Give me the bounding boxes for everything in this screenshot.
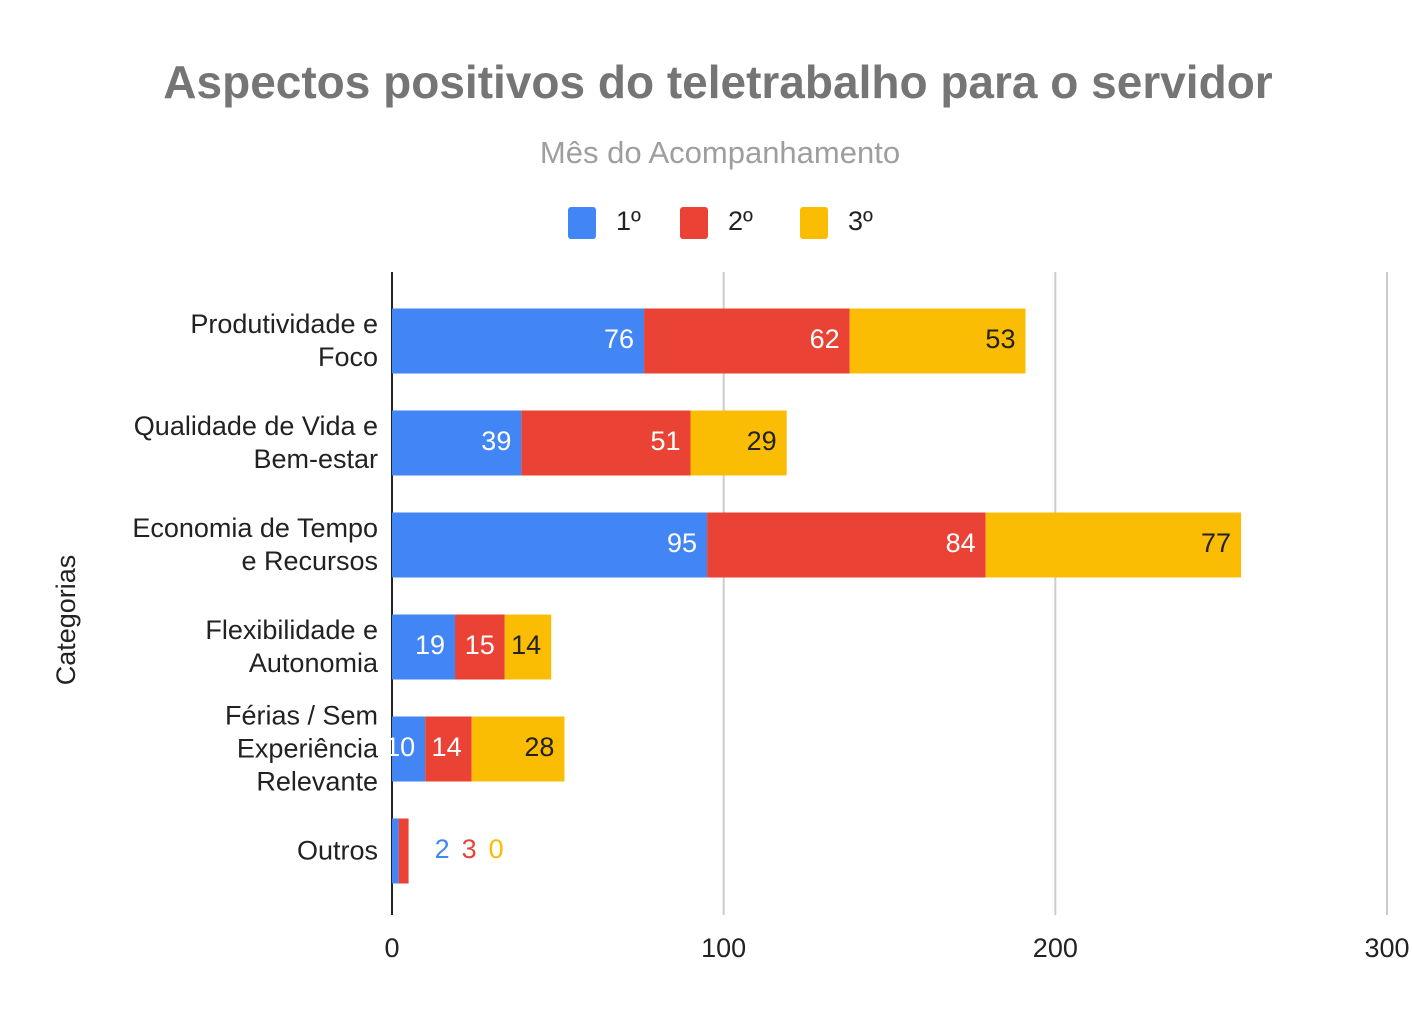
y-axis-title: Categorias: [51, 555, 81, 686]
data-label: 28: [524, 732, 554, 762]
bar-segment: [471, 716, 565, 782]
data-label: 3: [462, 834, 477, 864]
data-label: 62: [810, 324, 840, 354]
y-tick-label: Férias / Sem Experiência Relevante: [224, 700, 378, 797]
bar-segment: [392, 512, 708, 578]
data-label: 10: [385, 732, 415, 762]
bar-segment: [504, 614, 552, 680]
y-tick-label: Qualidade de Vida e Bem-estar: [133, 411, 378, 474]
data-label: 29: [747, 426, 777, 456]
legend-swatch: [680, 207, 708, 239]
y-tick-label: Flexibilidade e Autonomia: [205, 615, 378, 678]
y-tick-label: Outros: [296, 835, 378, 866]
data-label: 84: [946, 528, 976, 558]
data-label: 14: [432, 732, 462, 762]
bar-segment: [690, 410, 787, 476]
bar-segment: [849, 308, 1026, 374]
bar-segment: [707, 512, 986, 578]
y-tick-label: Economia de Tempo e Recursos: [132, 513, 378, 576]
legend-label: 2º: [728, 206, 753, 236]
x-tick-label: 200: [1033, 933, 1078, 963]
bar-segment: [985, 512, 1242, 578]
x-tick-label: 0: [384, 933, 399, 963]
legend-swatch: [800, 207, 828, 239]
legend-title: Mês do Acompanhamento: [540, 135, 900, 170]
data-label: 14: [511, 630, 541, 660]
bar-segment: [521, 410, 691, 476]
bar-segment: [425, 716, 472, 782]
bar-segment: [392, 614, 456, 680]
x-tick-label: 300: [1364, 933, 1409, 963]
bar-segment: [455, 614, 505, 680]
bar-segment: [392, 308, 645, 374]
x-tick-label: 100: [701, 933, 746, 963]
legend-label: 1º: [616, 206, 641, 236]
bar-segment: [398, 818, 409, 884]
data-label: 51: [650, 426, 680, 456]
data-label: 2: [435, 834, 450, 864]
data-label: 15: [465, 630, 495, 660]
bar-segment: [392, 716, 426, 782]
y-tick-label: Produtividade e Foco: [190, 309, 378, 372]
data-label: 0: [489, 834, 504, 864]
data-label: 53: [985, 324, 1015, 354]
bar-segment: [392, 818, 399, 884]
data-label: 39: [481, 426, 511, 456]
chart-title: Aspectos positivos do teletrabalho para …: [163, 56, 1272, 108]
bar-segment: [644, 308, 850, 374]
legend-swatch: [568, 207, 596, 239]
data-label: 95: [667, 528, 697, 558]
data-label: 77: [1201, 528, 1231, 558]
data-label: 19: [415, 630, 445, 660]
data-label: 76: [604, 324, 634, 354]
legend-label: 3º: [848, 206, 873, 236]
bar-segment: [392, 410, 522, 476]
